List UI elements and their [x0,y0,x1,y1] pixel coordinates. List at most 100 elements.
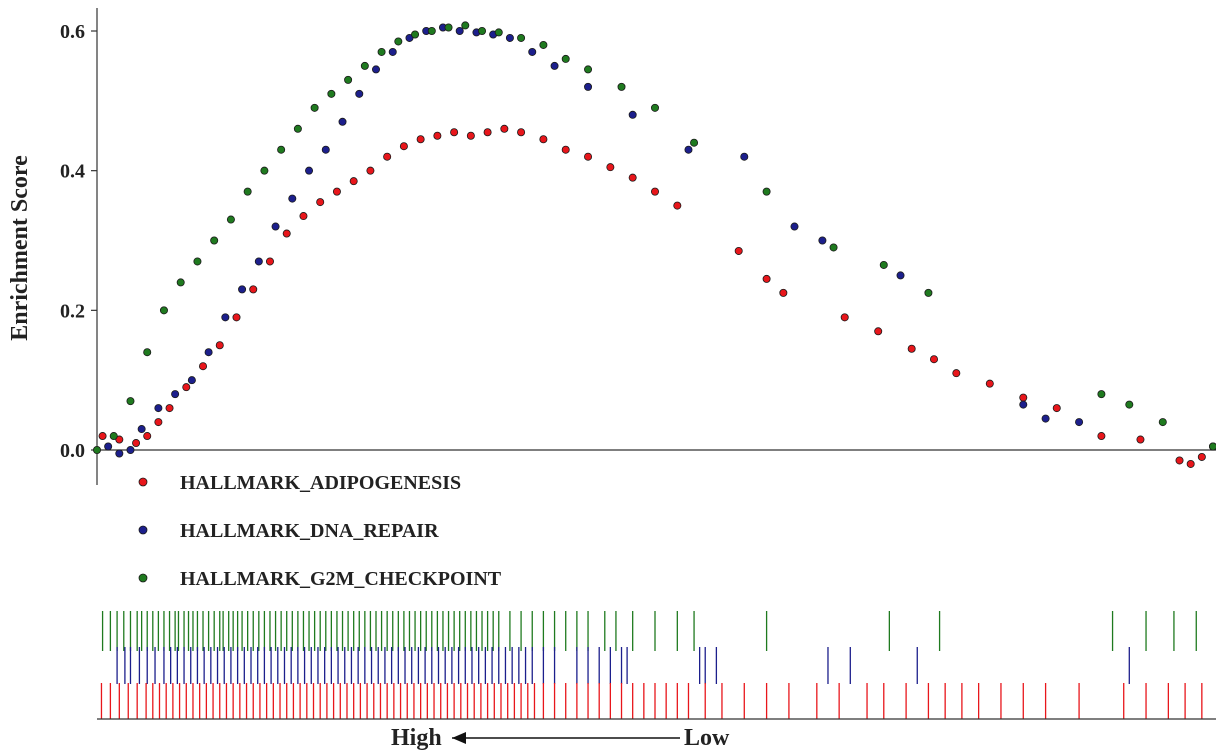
data-point [539,40,548,49]
data-point [344,75,353,84]
data-point [115,435,124,444]
data-point [254,257,263,266]
data-point [1158,418,1167,427]
data-point [550,61,559,70]
legend-item: HALLMARK_ADIPOGENESIS [138,472,461,494]
y-tick-label: 0.4 [60,161,85,183]
y-axis-label: Enrichment Score [7,155,33,341]
data-point [740,152,749,161]
data-point [790,222,799,231]
data-point [293,124,302,133]
data-point [199,362,208,371]
data-point [349,177,358,186]
data-point [332,187,341,196]
data-point [466,131,475,140]
data-point [1136,435,1145,444]
data-point [1019,393,1028,402]
data-point [132,439,141,448]
series-2 [104,23,1084,458]
data-point [561,145,570,154]
data-point [762,187,771,196]
data-point [1125,400,1134,409]
data-point [126,445,135,454]
data-point [450,128,459,137]
data-point [952,369,961,378]
data-point [193,257,202,266]
data-point [1175,456,1184,465]
data-point [154,404,163,413]
legend-label: HALLMARK_ADIPOGENESIS [180,472,461,494]
data-point [461,21,470,30]
data-point [277,145,286,154]
data-point [271,222,280,231]
data-point [411,30,420,39]
data-point [249,285,258,294]
data-point [321,145,330,154]
data-point [690,138,699,147]
data-point [1197,452,1206,461]
data-point [628,110,637,119]
data-point [265,257,274,266]
data-point [924,288,933,297]
data-point [243,187,252,196]
data-point [299,212,308,221]
data-point [539,135,548,144]
data-point [1186,459,1195,468]
data-point [1075,418,1084,427]
rank-high-label: High [391,725,442,751]
rug-tracks [100,611,1203,719]
data-point [338,117,347,126]
legend-swatch [138,477,148,487]
data-point [383,152,392,161]
data-point [478,26,487,35]
data-point [416,135,425,144]
y-tick-label: 0.2 [60,300,85,322]
data-point [1041,414,1050,423]
data-point [137,425,146,434]
legend-label: HALLMARK_G2M_CHECKPOINT [180,568,502,590]
data-point [500,124,509,133]
data-point [617,82,626,91]
data-point [104,442,113,451]
data-point [1052,404,1061,413]
data-point [896,271,905,280]
data-point [494,28,503,37]
data-point [305,166,314,175]
legend-swatch [138,573,148,583]
data-point [628,173,637,182]
data-point [143,432,152,441]
data-point [221,313,230,322]
data-point [388,47,397,56]
data-point [154,418,163,427]
rank-direction: High Low [391,725,730,751]
data-point [282,229,291,238]
y-ticks: 0.0 0.2 0.4 0.6 [60,21,97,462]
series-3 [93,21,1216,454]
data-point [907,344,916,353]
data-point [829,243,838,252]
data-point [1097,390,1106,399]
data-points [93,21,1216,468]
data-point [98,432,107,441]
data-point [762,274,771,283]
y-tick-label: 0.6 [60,21,85,43]
rank-low-label: Low [684,725,730,751]
data-point [584,82,593,91]
data-point [505,33,514,42]
data-point [165,404,174,413]
data-point [818,236,827,245]
data-point [288,194,297,203]
data-point [517,33,526,42]
data-point [394,37,403,46]
data-point [371,65,380,74]
data-point [874,327,883,336]
data-point [455,26,464,35]
data-point [171,390,180,399]
data-point [366,166,375,175]
data-point [115,449,124,458]
data-point [1209,442,1216,451]
data-point [561,54,570,63]
data-point [310,103,319,112]
data-point [433,131,442,140]
